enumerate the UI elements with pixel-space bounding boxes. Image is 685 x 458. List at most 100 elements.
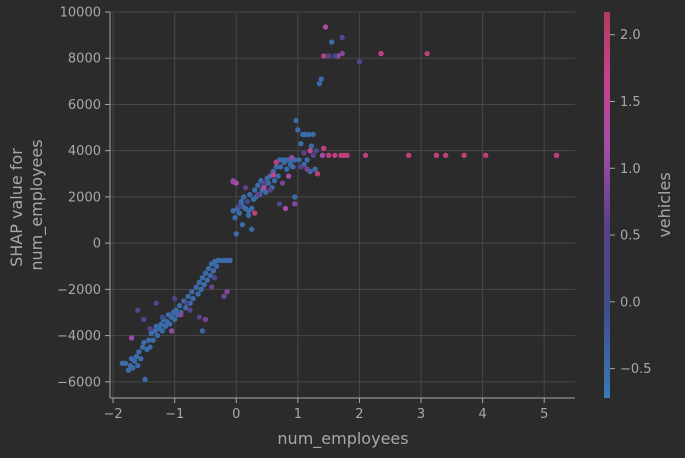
scatter-point <box>307 147 313 154</box>
scatter-point <box>247 191 253 198</box>
scatter-point <box>207 272 214 279</box>
scatter-point <box>178 312 184 318</box>
scatter-point <box>245 212 252 219</box>
scatter-point <box>205 265 212 272</box>
grid-lines <box>110 11 575 398</box>
scatter-point <box>244 198 251 205</box>
y-tick-label: 8000 <box>68 52 101 67</box>
scatter-point <box>313 147 320 154</box>
scatter-point <box>261 180 267 186</box>
scatter-point <box>319 152 326 159</box>
scatter-point <box>142 376 148 383</box>
colorbar-tick-label: 1.5 <box>620 95 641 110</box>
scatter-point <box>312 166 318 172</box>
scatter-point <box>210 268 217 274</box>
scatter-point <box>298 141 304 147</box>
scatter-point <box>230 208 236 214</box>
scatter-point <box>139 344 146 350</box>
scatter-point <box>261 184 267 191</box>
scatter-point <box>362 152 369 159</box>
scatter-point <box>193 284 199 290</box>
scatter-point <box>208 284 215 290</box>
scatter-point <box>152 328 158 334</box>
scatter-point <box>285 173 292 179</box>
scatter-point <box>141 316 147 323</box>
y-tick-label: 10000 <box>60 6 101 21</box>
scatter-point <box>183 305 189 311</box>
scatter-point <box>356 58 363 65</box>
scatter-point <box>138 356 144 362</box>
y-tick-label: −6000 <box>57 375 101 390</box>
axes: −2 −1 0 1 2 3 4 5 −6000 −4000 −2000 0 2000 4000 6000 80… <box>57 6 575 422</box>
scatter-point <box>304 166 310 172</box>
scatter-point <box>168 328 175 334</box>
scatter-point <box>304 157 310 163</box>
scatter-point <box>167 321 173 327</box>
scatter-point <box>185 293 191 299</box>
scatter-point <box>406 152 412 159</box>
scatter-point <box>159 328 166 334</box>
scatter-point <box>202 270 209 276</box>
x-axis-label: num_employees <box>277 429 408 449</box>
scatter-point <box>147 344 153 350</box>
scatter-point <box>196 279 203 286</box>
scatter-point <box>227 257 233 264</box>
scatter-point <box>187 307 193 313</box>
scatter-point <box>267 187 273 193</box>
colorbar-tick-label: 0.5 <box>620 229 641 244</box>
y-tick-label: 0 <box>93 237 101 252</box>
scatter-point <box>242 184 249 191</box>
scatter-point <box>339 50 345 57</box>
scatter-point <box>255 191 261 198</box>
scatter-point <box>332 152 338 159</box>
x-tick-label: 4 <box>478 407 486 422</box>
scatter-point <box>245 208 252 214</box>
scatter-point <box>310 131 316 138</box>
scatter-point <box>321 145 327 152</box>
scatter-point <box>236 203 243 209</box>
scatter-point <box>306 131 312 138</box>
scatter-point <box>125 367 132 373</box>
scatter-point <box>158 321 164 327</box>
scatter-point <box>199 275 206 281</box>
scatter-point <box>339 34 345 41</box>
scatter-point <box>122 360 129 367</box>
scatter-point <box>270 172 276 178</box>
colorbar-tick-label: 2.0 <box>620 28 641 43</box>
scatter-point <box>316 80 323 87</box>
x-tick-label: 3 <box>417 407 425 422</box>
scatter-point <box>553 152 560 159</box>
scatter-point <box>147 325 153 332</box>
scatter-point <box>279 180 286 186</box>
scatter-point <box>233 231 239 237</box>
scatter-point <box>176 302 183 309</box>
scatter-point <box>292 201 298 207</box>
scatter-point <box>296 157 302 163</box>
scatter-point <box>195 291 201 297</box>
scatter-point <box>265 180 271 186</box>
scatter-point <box>201 282 207 288</box>
scatter-point <box>273 164 279 170</box>
scatter-point <box>184 300 190 306</box>
scatter-point <box>248 226 255 232</box>
scatter-point <box>310 152 316 159</box>
y-tick-label: −4000 <box>57 329 101 344</box>
scatter-point <box>212 275 218 281</box>
scatter-point <box>199 328 206 334</box>
scatter-point <box>173 307 179 313</box>
scatter-point <box>190 295 196 302</box>
scatter-point <box>150 337 156 343</box>
colorbar-ticks: −0.5 0.0 0.5 1.0 1.5 2.0 <box>610 28 652 377</box>
scatter-point <box>424 50 430 57</box>
y-axis-label: SHAP value for num_employees <box>7 139 47 270</box>
scatter-point <box>275 173 281 179</box>
scatter-point <box>198 286 204 293</box>
scatter-point <box>171 295 178 302</box>
scatter-point <box>204 277 211 283</box>
y-tick-label: −2000 <box>57 283 101 298</box>
scatter-point <box>318 76 324 82</box>
scatter-point <box>159 314 166 320</box>
scatter-point <box>344 152 350 159</box>
scatter-point <box>442 152 449 159</box>
